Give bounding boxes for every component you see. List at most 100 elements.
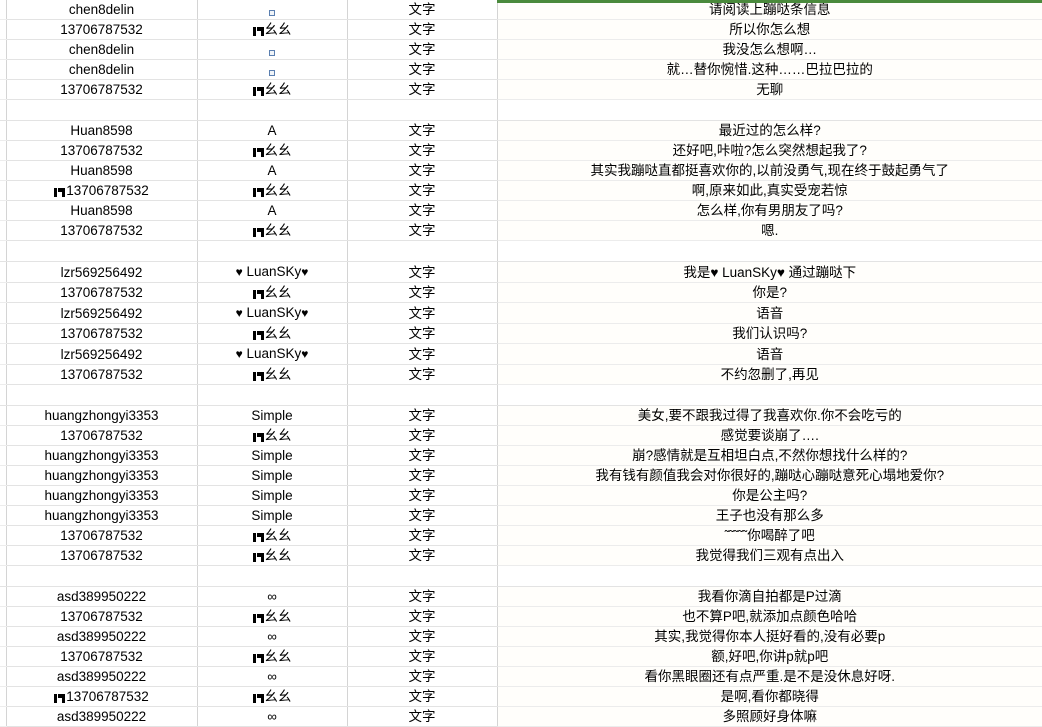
- account-cell[interactable]: 13706787532: [6, 646, 198, 667]
- row-gutter-cell[interactable]: [0, 261, 7, 283]
- nickname-cell[interactable]: Simple: [197, 465, 348, 486]
- nickname-cell[interactable]: 幺幺: [197, 425, 348, 446]
- empty-cell[interactable]: [0, 565, 7, 587]
- account-cell[interactable]: 13706787532: [6, 686, 198, 707]
- message-type-cell[interactable]: 文字: [347, 586, 498, 607]
- nickname-cell[interactable]: 幺幺: [197, 646, 348, 667]
- nickname-cell[interactable]: [197, 59, 348, 80]
- empty-cell[interactable]: [0, 99, 7, 121]
- message-cell[interactable]: 额,好吧,你讲p就p吧: [497, 646, 1042, 667]
- message-cell[interactable]: 其实我蹦哒直都挺喜欢你的,以前没勇气,现在终于鼓起勇气了: [497, 160, 1042, 181]
- empty-cell[interactable]: [197, 99, 348, 121]
- row-gutter-cell[interactable]: [0, 343, 7, 365]
- row-gutter-cell[interactable]: [0, 465, 7, 486]
- row-gutter-cell[interactable]: [0, 405, 7, 426]
- message-type-cell[interactable]: 文字: [347, 686, 498, 707]
- empty-cell[interactable]: [347, 240, 498, 262]
- row-gutter-cell[interactable]: [0, 220, 7, 241]
- row-gutter-cell[interactable]: [0, 525, 7, 546]
- account-cell[interactable]: 13706787532: [6, 79, 198, 100]
- message-type-cell[interactable]: 文字: [347, 706, 498, 727]
- message-cell[interactable]: 看你黑眼圈还有点严重.是不是没休息好呀.: [497, 666, 1042, 687]
- account-cell[interactable]: asd389950222: [6, 586, 198, 607]
- message-cell[interactable]: ˜˜˜˜˜你喝醉了吧: [497, 525, 1042, 546]
- account-cell[interactable]: chen8delin: [6, 59, 198, 80]
- nickname-cell[interactable]: 幺幺: [197, 19, 348, 40]
- message-type-cell[interactable]: 文字: [347, 626, 498, 647]
- message-type-cell[interactable]: 文字: [347, 160, 498, 181]
- account-cell[interactable]: chen8delin: [6, 39, 198, 60]
- row-gutter-cell[interactable]: [0, 19, 7, 40]
- account-cell[interactable]: lzr569256492: [6, 261, 198, 283]
- message-type-cell[interactable]: 文字: [347, 525, 498, 546]
- account-cell[interactable]: huangzhongyi3353: [6, 445, 198, 466]
- message-cell[interactable]: 感觉要谈崩了….: [497, 425, 1042, 446]
- account-cell[interactable]: asd389950222: [6, 666, 198, 687]
- nickname-cell[interactable]: ♥ LuanSKy♥: [197, 302, 348, 324]
- message-cell[interactable]: 我是♥ LuanSKy♥ 通过蹦哒下: [497, 261, 1042, 283]
- empty-cell[interactable]: [347, 384, 498, 406]
- nickname-cell[interactable]: 幺幺: [197, 545, 348, 566]
- account-cell[interactable]: 13706787532: [6, 425, 198, 446]
- row-gutter-cell[interactable]: [0, 160, 7, 181]
- nickname-cell[interactable]: A: [197, 160, 348, 181]
- account-cell[interactable]: Huan8598: [6, 200, 198, 221]
- message-cell[interactable]: 无聊: [497, 79, 1042, 100]
- empty-cell[interactable]: [197, 565, 348, 587]
- nickname-cell[interactable]: Simple: [197, 485, 348, 506]
- message-type-cell[interactable]: 文字: [347, 364, 498, 385]
- row-gutter-cell[interactable]: [0, 666, 7, 687]
- message-type-cell[interactable]: 文字: [347, 79, 498, 100]
- account-cell[interactable]: Huan8598: [6, 160, 198, 181]
- row-gutter-cell[interactable]: [0, 282, 7, 303]
- row-gutter-cell[interactable]: [0, 606, 7, 627]
- nickname-cell[interactable]: 幺幺: [197, 79, 348, 100]
- account-cell[interactable]: 13706787532: [6, 545, 198, 566]
- nickname-cell[interactable]: 幺幺: [197, 606, 348, 627]
- nickname-cell[interactable]: Simple: [197, 505, 348, 526]
- message-type-cell[interactable]: 文字: [347, 39, 498, 60]
- nickname-cell[interactable]: 幺幺: [197, 323, 348, 344]
- message-cell[interactable]: 语音: [497, 302, 1042, 324]
- message-cell[interactable]: 我觉得我们三观有点出入: [497, 545, 1042, 566]
- message-type-cell[interactable]: 文字: [347, 140, 498, 161]
- row-gutter-cell[interactable]: [0, 79, 7, 100]
- nickname-cell[interactable]: [197, 39, 348, 60]
- message-cell[interactable]: 美女,要不跟我过得了我喜欢你.你不会吃亏的: [497, 405, 1042, 426]
- message-cell[interactable]: 你是公主吗?: [497, 485, 1042, 506]
- message-cell[interactable]: 王子也没有那么多: [497, 505, 1042, 526]
- empty-cell[interactable]: [6, 384, 198, 406]
- nickname-cell[interactable]: ♥ LuanSKy♥: [197, 261, 348, 283]
- row-gutter-cell[interactable]: [0, 140, 7, 161]
- message-cell[interactable]: 多照顾好身体嘛: [497, 706, 1042, 727]
- message-cell[interactable]: 不约忽删了,再见: [497, 364, 1042, 385]
- message-cell[interactable]: 也不算P吧,就添加点颜色哈哈: [497, 606, 1042, 627]
- message-type-cell[interactable]: 文字: [347, 220, 498, 241]
- account-cell[interactable]: huangzhongyi3353: [6, 485, 198, 506]
- message-type-cell[interactable]: 文字: [347, 445, 498, 466]
- message-cell[interactable]: 其实,我觉得你本人挺好看的,没有必要p: [497, 626, 1042, 647]
- row-gutter-cell[interactable]: [0, 364, 7, 385]
- nickname-cell[interactable]: ♥ LuanSKy♥: [197, 343, 348, 365]
- nickname-cell[interactable]: A: [197, 200, 348, 221]
- nickname-cell[interactable]: 幺幺: [197, 364, 348, 385]
- account-cell[interactable]: 13706787532: [6, 525, 198, 546]
- message-type-cell[interactable]: 文字: [347, 405, 498, 426]
- empty-cell[interactable]: [0, 240, 7, 262]
- message-cell[interactable]: 请阅读上蹦哒条信息: [497, 0, 1042, 20]
- nickname-cell[interactable]: 幺幺: [197, 686, 348, 707]
- message-type-cell[interactable]: 文字: [347, 19, 498, 40]
- message-cell[interactable]: 怎么样,你有男朋友了吗?: [497, 200, 1042, 221]
- account-cell[interactable]: Huan8598: [6, 120, 198, 141]
- nickname-cell[interactable]: 幺幺: [197, 220, 348, 241]
- message-cell[interactable]: 最近过的怎么样?: [497, 120, 1042, 141]
- account-cell[interactable]: 13706787532: [6, 282, 198, 303]
- nickname-cell[interactable]: [197, 0, 348, 20]
- empty-cell[interactable]: [6, 99, 198, 121]
- message-cell[interactable]: 我看你滴自拍都是P过滴: [497, 586, 1042, 607]
- empty-cell[interactable]: [0, 384, 7, 406]
- account-cell[interactable]: huangzhongyi3353: [6, 465, 198, 486]
- message-type-cell[interactable]: 文字: [347, 302, 498, 324]
- message-cell[interactable]: 所以你怎么想: [497, 19, 1042, 40]
- account-cell[interactable]: huangzhongyi3353: [6, 405, 198, 426]
